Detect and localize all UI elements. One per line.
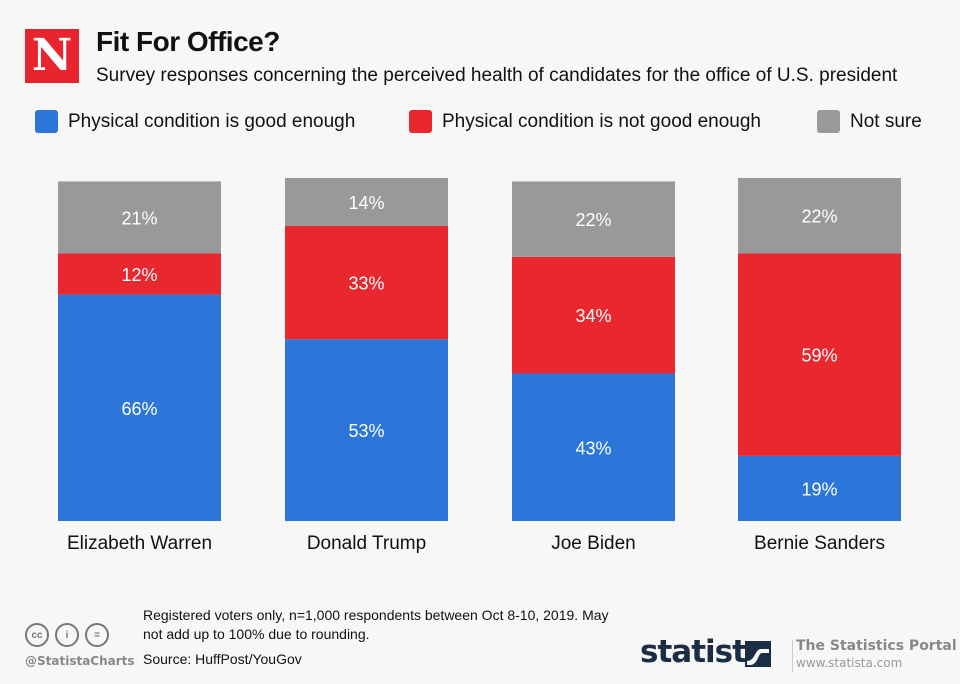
legend-swatch-not-good: [409, 110, 432, 133]
bar-segment-not-sure: [285, 178, 448, 227]
legend-label: Physical condition is good enough: [68, 110, 356, 132]
statista-logo-mark-icon: [745, 641, 771, 667]
data-label: 53%: [348, 421, 384, 441]
bar-segment-good: [512, 373, 675, 521]
data-label: 19%: [801, 479, 837, 499]
bar-segment-not-sure: [512, 181, 675, 257]
source: Source: HuffPost/YouGov: [143, 651, 302, 667]
bar-segment-good: [58, 294, 221, 521]
nd-icon: =: [85, 623, 109, 647]
bar-segment-good: [285, 339, 448, 521]
chart-subtitle: Survey responses concerning the perceive…: [96, 65, 898, 86]
data-label: 66%: [121, 399, 157, 419]
footnote: Registered voters only, n=1,000 responde…: [143, 607, 609, 642]
bar-segment-not-good: [58, 253, 221, 295]
legend-item-not-good: Physical condition is not good enough: [409, 110, 761, 133]
by-icon: i: [55, 623, 79, 647]
data-label: 22%: [575, 210, 611, 230]
bar-segment-not-good: [285, 226, 448, 340]
cc-icon: cc: [25, 623, 49, 647]
category-label: Donald Trump: [307, 533, 426, 554]
divider: [792, 640, 793, 672]
data-label: 34%: [575, 306, 611, 326]
legend-swatch-good: [35, 110, 58, 133]
portal-url[interactable]: www.statista.com: [796, 656, 903, 670]
data-label: 12%: [121, 265, 157, 285]
bar-segment-not-good: [512, 256, 675, 374]
bar-segment-not-sure: [58, 181, 221, 254]
category-label: Bernie Sanders: [754, 533, 885, 554]
data-label: 22%: [801, 207, 837, 227]
legend-swatch-not-sure: [817, 110, 840, 133]
category-label: Joe Biden: [551, 533, 636, 554]
bar-segment-not-sure: [738, 178, 901, 254]
bar-segment-good: [738, 455, 901, 521]
data-label: 59%: [801, 346, 837, 366]
legend-label: Not sure: [850, 110, 922, 132]
data-label: 21%: [121, 208, 157, 228]
legend: Physical condition is good enough Physic…: [35, 110, 930, 138]
data-label: 14%: [348, 193, 384, 213]
legend-item-not-sure: Not sure: [817, 110, 922, 133]
newsweek-logo: N: [25, 29, 79, 83]
portal-title: The Statistics Portal: [796, 638, 957, 654]
legend-item-good: Physical condition is good enough: [35, 110, 355, 133]
data-label: 43%: [575, 438, 611, 458]
legend-label: Physical condition is not good enough: [442, 110, 762, 132]
category-label: Elizabeth Warren: [67, 533, 212, 554]
license-icons: cc i =: [25, 623, 109, 647]
bar-segment-not-good: [738, 253, 901, 456]
chart-title: Fit For Office?: [96, 26, 280, 57]
data-label: 33%: [348, 274, 384, 294]
twitter-handle: @StatistaCharts: [25, 654, 135, 668]
logo-letter: N: [31, 30, 73, 81]
